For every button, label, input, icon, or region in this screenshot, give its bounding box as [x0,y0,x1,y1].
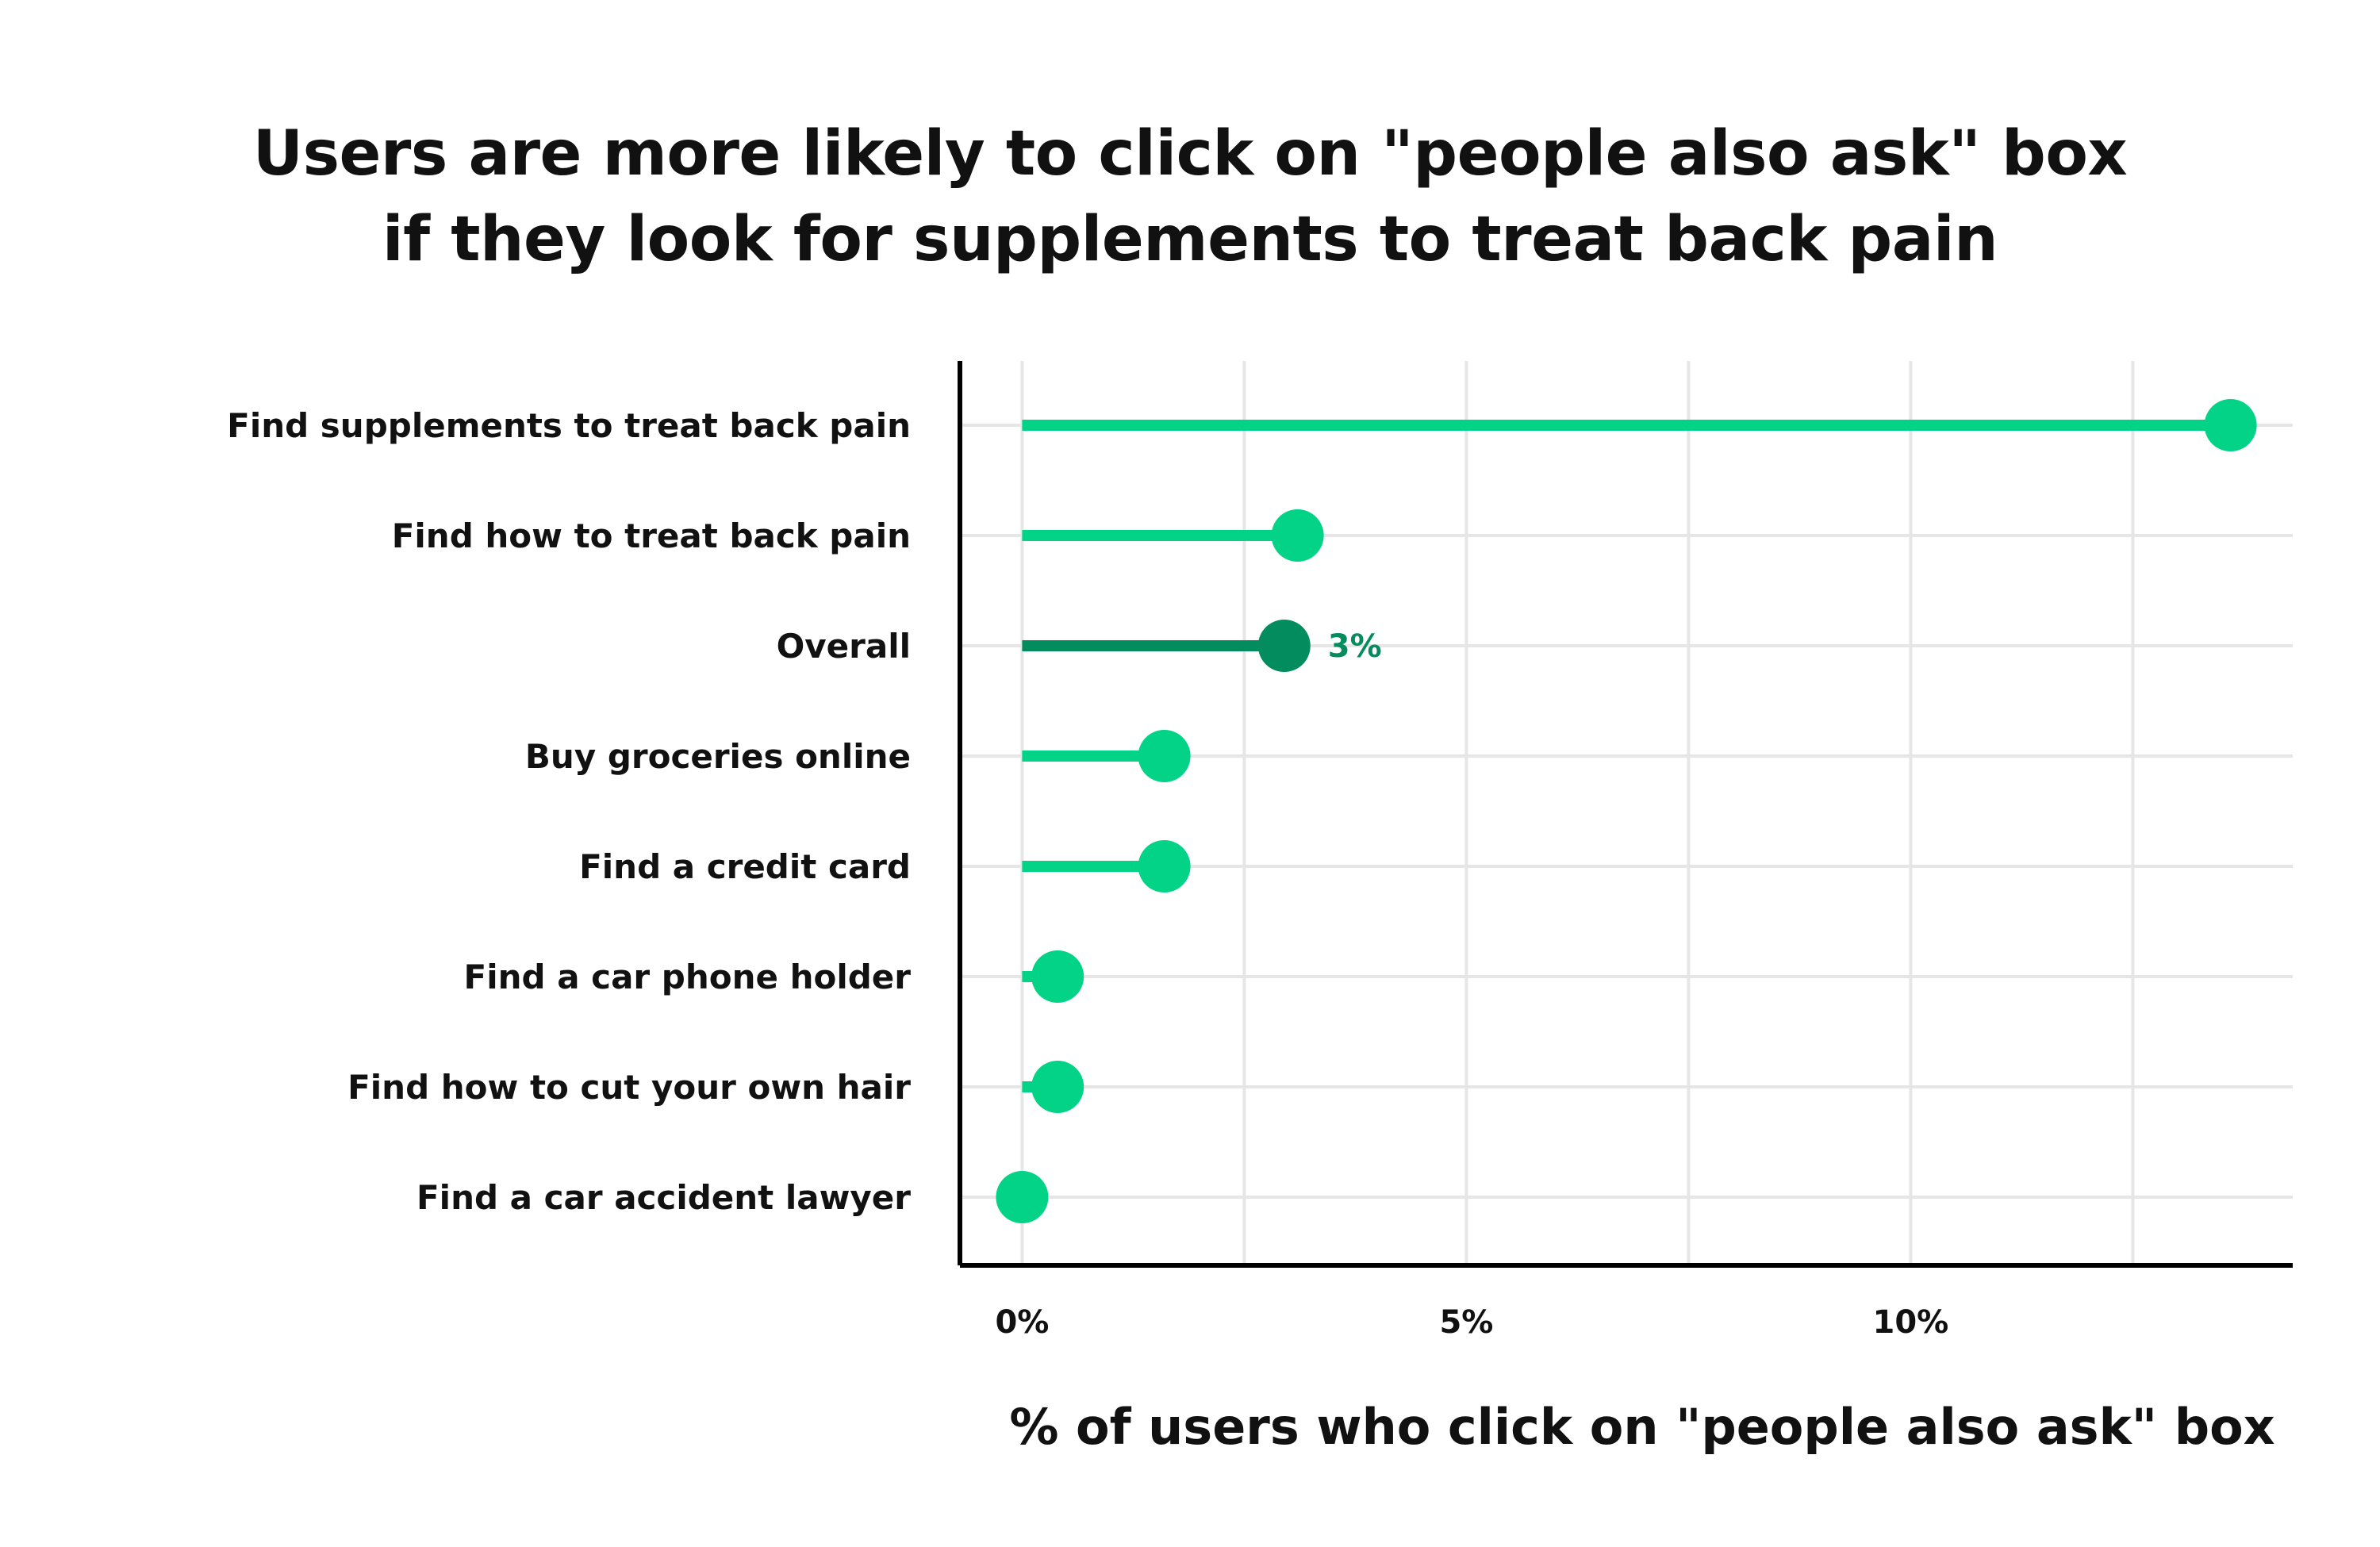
chart-title-line-1: Users are more likely to click on "peopl… [252,118,2128,190]
lollipop-dots [996,399,2257,1223]
grid [960,361,2293,1265]
x-axis-title: % of users who click on "people also ask… [1009,1398,2274,1456]
category-label-overall: Overall [777,627,911,666]
category-label-buy-groceries-online: Buy groceries online [525,737,911,776]
category-label-find-a-car-accident-lawyer: Find a car accident lawyer [416,1178,911,1217]
x-axis-ticks: 0% 5% 10% [995,1304,1948,1341]
category-label-find-a-credit-card: Find a credit card [579,847,911,886]
category-label-find-a-car-phone-holder: Find a car phone holder [464,958,912,996]
lollipop-stems [1022,420,2231,1092]
dot-find-supplements-to-treat-back-pain [2204,399,2257,451]
category-labels: Find supplements to treat back pain Find … [227,406,911,1217]
chart-title: Users are more likely to click on "peopl… [0,111,2380,282]
dot-buy-groceries-online [1138,730,1191,782]
dot-find-a-car-accident-lawyer [996,1171,1049,1223]
dot-find-how-to-cut-your-own-hair [1031,1061,1084,1113]
category-label-find-how-to-treat-back-pain: Find how to treat back pain [392,516,911,555]
dot-overall [1257,620,1311,672]
x-tick-label: 5% [1439,1304,1493,1341]
category-label-find-supplements-to-treat-back-pain: Find supplements to treat back pain [227,406,911,445]
category-label-find-how-to-cut-your-own-hair: Find how to cut your own hair [347,1068,911,1107]
chart-title-line-2: if they look for supplements to treat ba… [382,204,1998,275]
x-tick-label: 0% [995,1304,1049,1341]
dot-find-a-car-phone-holder [1031,950,1084,1003]
data-label-overall: 3% [1328,628,1382,665]
dot-find-how-to-treat-back-pain [1271,509,1324,562]
x-tick-label: 10% [1873,1304,1949,1341]
dot-find-a-credit-card [1138,840,1191,892]
